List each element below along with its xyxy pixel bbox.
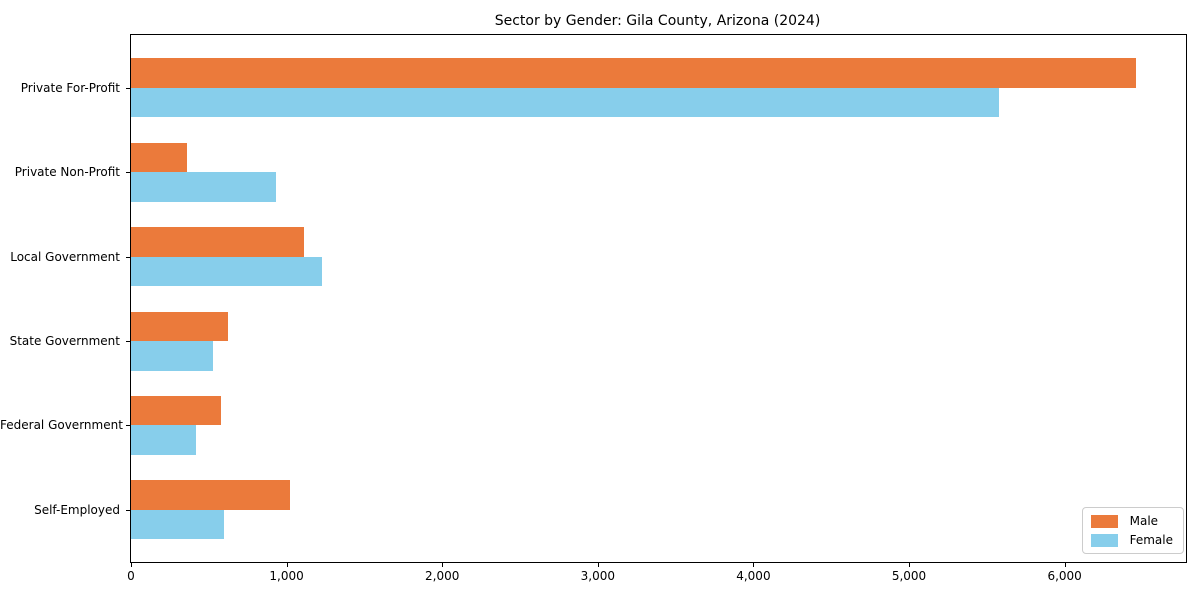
x-tick-label-2000: 2,000 [425,569,460,583]
x-tick-mark [753,563,755,567]
bar-male-private-non-profit [131,142,188,173]
y-tick-label-private-non-profit: Private Non-Profit [14,165,120,180]
legend-label-male: Male [1129,514,1159,528]
x-tick-label-5000: 5,000 [891,569,927,583]
y-tick-mark [126,256,130,258]
bar-male-federal-government [131,395,222,426]
bar-male-state-government [131,311,229,341]
x-tick-label-0: 0 [127,569,135,583]
bar-female-private-for-profit [131,87,1000,118]
chart-title: Sector by Gender: Gila County, Arizona (… [494,13,821,29]
bar-female-local-government [131,256,322,287]
x-tick-label-1000: 1,000 [269,569,304,583]
x-tick-label-3000: 3,000 [580,569,615,583]
legend-entry-male: Male [1090,514,1173,528]
x-tick-mark [286,563,288,567]
y-tick-mark [126,509,130,511]
y-tick-label-private-for-profit: Private For-Profit [20,80,120,95]
y-tick-label-local-government: Local Government [10,249,120,264]
bar-female-private-non-profit [131,172,277,202]
x-tick-label-6000: 6,000 [1047,569,1082,583]
legend-swatch-male [1090,514,1118,528]
x-tick-mark [909,563,911,567]
bar-female-state-government [131,341,213,371]
legend-swatch-female [1090,533,1118,547]
y-tick-mark [126,425,130,427]
bar-male-self-employed [131,480,290,510]
plot-area [130,34,1187,563]
legend: Male Female [1081,507,1184,554]
bar-male-local-government [131,227,305,257]
x-tick-mark [1064,563,1066,567]
legend-label-female: Female [1129,533,1173,547]
x-tick-mark [131,563,132,567]
x-tick-label-4000: 4,000 [736,569,771,583]
y-tick-label-state-government: State Government [9,334,120,348]
x-tick-mark [442,563,444,567]
bar-male-private-for-profit [131,58,1137,88]
bar-female-self-employed [131,509,224,540]
legend-entry-female: Female [1090,533,1173,547]
bar-female-federal-government [131,425,197,455]
y-tick-mark [126,87,130,89]
y-tick-mark [126,341,130,342]
y-tick-mark [126,172,130,174]
y-tick-label-federal-government: Federal Government [0,418,123,433]
y-tick-label-self-employed: Self-Employed [34,502,120,517]
x-tick-mark [597,563,599,567]
